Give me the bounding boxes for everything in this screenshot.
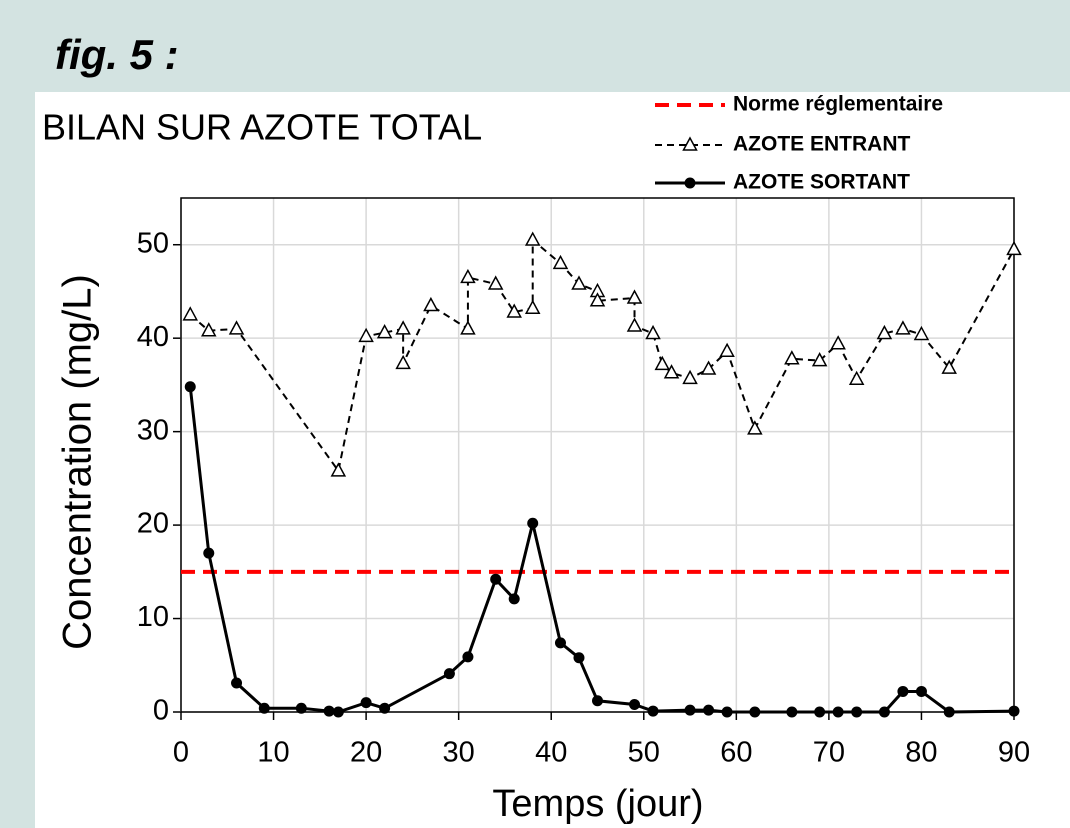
marker (682, 369, 698, 385)
x-tick-label: 0 (173, 737, 189, 769)
legend-marker (684, 177, 696, 189)
x-tick-label: 30 (443, 737, 475, 769)
marker (878, 706, 890, 718)
x-tick-label: 80 (905, 737, 937, 769)
marker (663, 364, 680, 379)
marker (524, 299, 541, 315)
marker (719, 342, 735, 358)
marker (462, 651, 474, 663)
y-tick-label: 0 (153, 695, 169, 727)
marker (231, 677, 243, 689)
marker (721, 706, 733, 718)
chart-title: BILAN SUR AZOTE TOTAL (42, 107, 482, 148)
marker (876, 324, 893, 340)
y-axis-label: Concentration (mg/L) (56, 274, 100, 650)
marker (524, 231, 541, 246)
marker (654, 355, 671, 371)
plot-area (181, 198, 1014, 712)
marker (182, 306, 199, 321)
x-tick-label: 60 (720, 737, 752, 769)
legend-label: AZOTE ENTRANT (733, 133, 910, 156)
marker (589, 292, 606, 307)
marker (184, 381, 196, 393)
marker (913, 325, 930, 341)
y-tick-label: 10 (137, 601, 169, 633)
marker (554, 637, 566, 649)
marker (814, 706, 826, 718)
plot-border (180, 197, 1015, 713)
marker (460, 268, 476, 284)
marker (360, 697, 372, 709)
x-tick-label: 50 (628, 737, 660, 769)
marker (703, 704, 715, 716)
x-tick-label: 70 (813, 737, 845, 769)
marker (700, 360, 717, 375)
x-tick-label: 90 (998, 737, 1030, 769)
marker (508, 593, 520, 605)
marker (832, 706, 844, 718)
marker (747, 420, 763, 435)
y-tick-label: 40 (137, 321, 169, 353)
marker (332, 706, 344, 718)
marker (376, 324, 393, 339)
figure-label: fig. 5 : (55, 31, 179, 78)
legend-label: Norme réglementaire (733, 93, 943, 116)
marker (201, 322, 217, 337)
marker (811, 352, 828, 367)
marker (941, 359, 957, 374)
marker (258, 702, 270, 714)
marker (395, 354, 411, 370)
marker (571, 275, 587, 290)
marker (626, 317, 643, 332)
marker (379, 702, 391, 714)
marker (330, 462, 347, 477)
marker (915, 685, 927, 697)
marker (203, 547, 215, 559)
legend-label: AZOTE SORTANT (733, 171, 910, 194)
marker (830, 335, 846, 350)
marker (295, 702, 307, 714)
marker (592, 695, 603, 707)
marker (552, 254, 569, 270)
marker (323, 705, 335, 717)
marker (848, 370, 865, 386)
y-tick-label: 20 (137, 508, 169, 540)
marker (443, 668, 455, 680)
marker (228, 320, 245, 335)
x-tick-label: 10 (257, 737, 289, 769)
marker (460, 320, 476, 335)
marker (647, 705, 659, 717)
legend-marker (682, 136, 698, 151)
marker (487, 275, 504, 290)
marker (358, 327, 374, 343)
x-axis-label: Temps (jour) (492, 783, 703, 825)
marker (423, 296, 439, 312)
marker (851, 706, 863, 718)
marker (943, 706, 955, 718)
x-tick-label: 40 (535, 737, 567, 769)
marker (490, 573, 502, 585)
marker (645, 324, 661, 340)
y-tick-label: 50 (137, 227, 169, 259)
marker (626, 289, 643, 304)
marker (506, 303, 522, 318)
marker (527, 517, 539, 529)
marker (784, 350, 800, 365)
marker (897, 685, 909, 697)
marker (786, 706, 798, 718)
marker (1006, 240, 1022, 256)
marker (629, 699, 641, 711)
marker (895, 320, 911, 335)
marker (749, 706, 761, 718)
x-tick-label: 20 (350, 737, 382, 769)
y-tick-label: 30 (137, 414, 169, 446)
marker (573, 652, 585, 664)
marker (684, 704, 696, 716)
marker (395, 320, 411, 335)
marker (1008, 705, 1020, 717)
